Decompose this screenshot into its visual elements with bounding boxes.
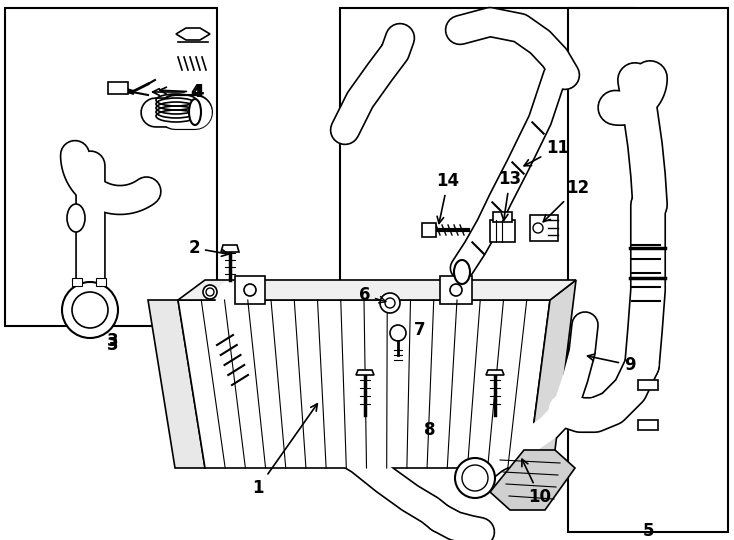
Polygon shape xyxy=(176,28,210,40)
Text: 6: 6 xyxy=(358,286,386,304)
Text: 2: 2 xyxy=(189,239,228,257)
Polygon shape xyxy=(528,280,576,468)
Circle shape xyxy=(450,284,462,296)
Polygon shape xyxy=(148,300,205,468)
Polygon shape xyxy=(178,300,550,468)
Bar xyxy=(235,276,265,304)
Circle shape xyxy=(533,223,543,233)
Text: 9: 9 xyxy=(587,354,636,374)
Ellipse shape xyxy=(67,204,85,232)
Text: 11: 11 xyxy=(524,139,569,166)
Polygon shape xyxy=(178,280,576,300)
Text: 5: 5 xyxy=(642,522,654,540)
Ellipse shape xyxy=(454,260,470,284)
Circle shape xyxy=(62,282,118,338)
Text: 1: 1 xyxy=(252,404,317,497)
Bar xyxy=(638,420,658,430)
Text: 13: 13 xyxy=(498,170,522,220)
Text: 14: 14 xyxy=(437,172,459,224)
Text: 4: 4 xyxy=(159,83,203,101)
Text: 10: 10 xyxy=(522,459,551,506)
Polygon shape xyxy=(356,370,374,375)
Circle shape xyxy=(244,284,256,296)
Bar xyxy=(96,278,106,286)
Polygon shape xyxy=(486,370,504,375)
Bar xyxy=(530,215,558,241)
Bar xyxy=(422,223,436,237)
Text: 4: 4 xyxy=(153,83,202,101)
Bar xyxy=(440,276,472,304)
Circle shape xyxy=(72,292,108,328)
Bar xyxy=(72,278,82,286)
Ellipse shape xyxy=(189,99,201,125)
Polygon shape xyxy=(225,290,548,305)
Bar xyxy=(108,82,128,94)
Bar xyxy=(493,212,512,222)
Bar xyxy=(490,220,515,242)
Circle shape xyxy=(380,293,400,313)
Text: 7: 7 xyxy=(414,321,426,339)
Polygon shape xyxy=(490,450,575,510)
Bar xyxy=(638,380,658,390)
Polygon shape xyxy=(221,245,239,252)
Circle shape xyxy=(206,288,214,296)
Bar xyxy=(5,8,217,326)
Text: 8: 8 xyxy=(424,421,436,439)
Circle shape xyxy=(385,298,395,308)
Text: 12: 12 xyxy=(543,179,589,222)
Circle shape xyxy=(455,458,495,498)
Text: 3: 3 xyxy=(107,336,119,354)
Text: 3: 3 xyxy=(107,332,119,350)
Circle shape xyxy=(203,285,217,299)
Circle shape xyxy=(462,465,488,491)
Circle shape xyxy=(390,325,406,341)
Bar xyxy=(340,8,635,318)
Bar xyxy=(568,8,728,532)
